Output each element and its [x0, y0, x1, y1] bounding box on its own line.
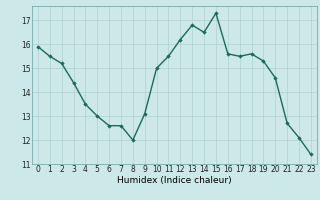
X-axis label: Humidex (Indice chaleur): Humidex (Indice chaleur) — [117, 176, 232, 185]
